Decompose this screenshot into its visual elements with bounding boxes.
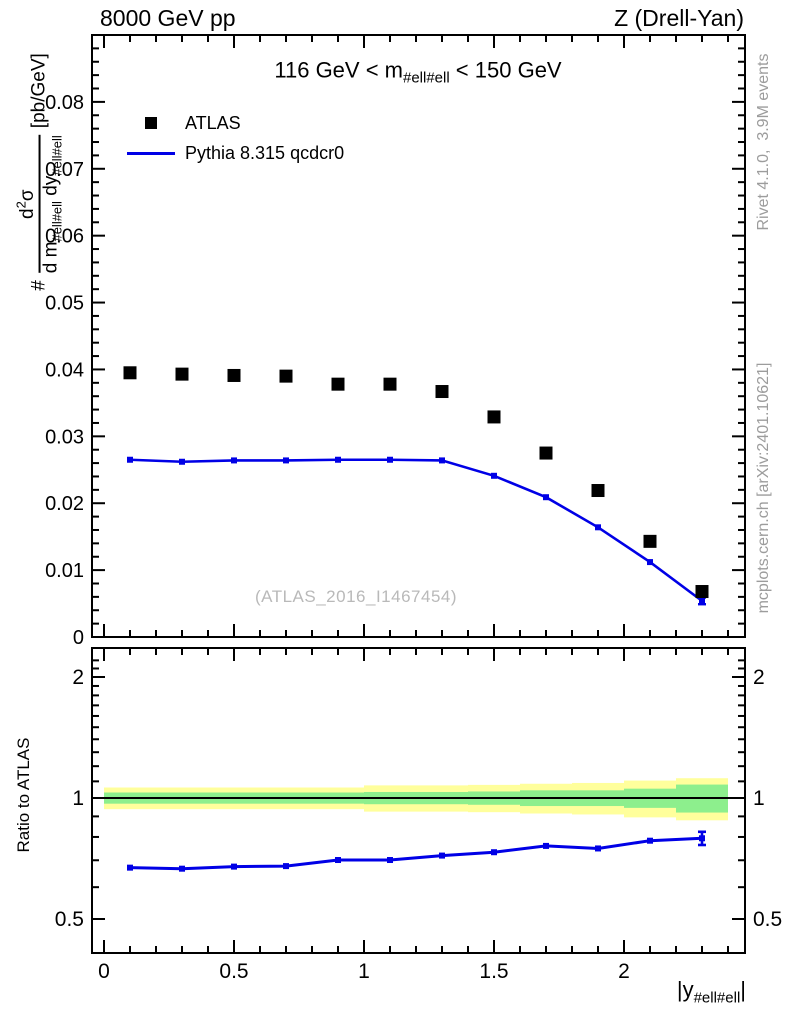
- pythia-marker: [647, 559, 653, 566]
- title-subscript: #ell#ell: [402, 69, 450, 87]
- y-tick-label: 0.03: [45, 426, 84, 448]
- y-tick-label: 0.01: [45, 560, 84, 582]
- ratio-marker: [647, 837, 653, 844]
- ratio-marker: [543, 842, 549, 849]
- rivet-version-note: Rivet 4.1.0, 3.9M events: [755, 53, 772, 231]
- main-frame: [91, 34, 746, 638]
- ratio-marker: [439, 852, 445, 859]
- ratio-y-tick-label-left: 1: [72, 787, 84, 810]
- analysis-watermark: (ATLAS_2016_I1467454): [254, 587, 458, 606]
- process-label: Z (Drell-Yan): [614, 5, 744, 31]
- ratio-marker: [231, 863, 237, 870]
- ratio-y-tick-label-right: 0.5: [753, 908, 782, 931]
- x-tick-label: 1: [358, 960, 370, 983]
- pythia-marker: [439, 457, 445, 464]
- pythia-marker: [595, 524, 601, 531]
- y-tick-label: 0.05: [45, 293, 84, 315]
- ratio-marker: [595, 845, 601, 852]
- x-tick-label: 0.5: [219, 960, 248, 983]
- ratio-frame: [91, 647, 746, 954]
- atlas-marker: [695, 585, 709, 599]
- ratio-y-tick-label-right: 1: [753, 787, 765, 810]
- mcplots-arxiv-note: mcplots.cern.ch [arXiv:2401.10621]: [755, 362, 772, 614]
- y-tick-label: 0.02: [45, 493, 84, 515]
- ratio-marker: [335, 857, 341, 864]
- y-axis-label: # d2σ d m#ell#ell dy#ell#ell [pb/GeV]: [13, 53, 66, 291]
- ratio-marker: [387, 857, 393, 864]
- legend-label-pythia: Pythia 8.315 qcdcr0: [185, 142, 345, 163]
- atlas-marker: [331, 377, 345, 391]
- atlas-marker: [383, 377, 397, 391]
- atlas-marker: [435, 385, 449, 399]
- atlas-marker: [487, 410, 501, 424]
- pythia-marker: [543, 494, 549, 501]
- legend-label-atlas: ATLAS: [185, 112, 241, 133]
- atlas-marker: [591, 484, 605, 498]
- atlas-marker-swatch: [126, 117, 176, 129]
- ratio-y-tick-label-right: 2: [753, 666, 765, 689]
- legend-entry-atlas: ATLAS: [126, 112, 241, 134]
- pythia-marker: [127, 456, 133, 463]
- y-tick-label: 0: [73, 627, 84, 649]
- atlas-marker: [539, 446, 553, 460]
- ylabel-prefix: #: [29, 280, 50, 291]
- ratio-y-axis-label: Ratio to ATLAS: [14, 737, 33, 853]
- atlas-marker: [643, 534, 657, 548]
- pythia-marker: [231, 457, 237, 464]
- plot-title: 116 GeV < m#ell#ell < 150 GeV: [274, 57, 561, 86]
- x-tick-label: 0: [98, 960, 110, 983]
- x-tick-label: 2: [618, 960, 630, 983]
- pythia-marker: [335, 456, 341, 463]
- ratio-marker: [491, 849, 497, 856]
- atlas-marker: [279, 369, 293, 383]
- y-tick-label: 0.08: [45, 92, 84, 114]
- ratio-line: [129, 836, 703, 871]
- title-text: 116 GeV < m: [274, 57, 403, 83]
- legend-entry-pythia: Pythia 8.315 qcdcr0: [126, 142, 344, 164]
- y-tick-label: 0.04: [45, 359, 84, 381]
- y-tick-label: 0.07: [45, 159, 84, 181]
- x-tick-label: 1.5: [479, 960, 508, 983]
- beam-energy-label: 8000 GeV pp: [100, 5, 236, 31]
- pythia-marker: [179, 458, 185, 465]
- ratio-y-tick-label-left: 0.5: [55, 908, 84, 931]
- pythia-line-swatch: [126, 151, 176, 155]
- pythia-marker: [387, 456, 393, 463]
- pythia-marker: [283, 457, 289, 464]
- title-text-post: < 150 GeV: [449, 57, 562, 83]
- ratio-marker: [179, 865, 185, 872]
- ylabel-fraction: d2σ d m#ell#ell dy#ell#ell: [13, 135, 65, 274]
- pythia-line: [129, 458, 703, 602]
- atlas-marker: [227, 368, 241, 382]
- ratio-marker: [127, 864, 133, 871]
- y-tick-label: 0.06: [45, 226, 84, 248]
- x-axis-label: |y#ell#ell|: [676, 977, 746, 1007]
- ratio-marker: [283, 863, 289, 870]
- ylabel-units: [pb/GeV]: [29, 53, 50, 129]
- ratio-y-tick-label-left: 2: [72, 666, 84, 689]
- atlas-marker: [123, 366, 137, 380]
- atlas-marker: [175, 367, 189, 381]
- pythia-marker: [491, 472, 497, 479]
